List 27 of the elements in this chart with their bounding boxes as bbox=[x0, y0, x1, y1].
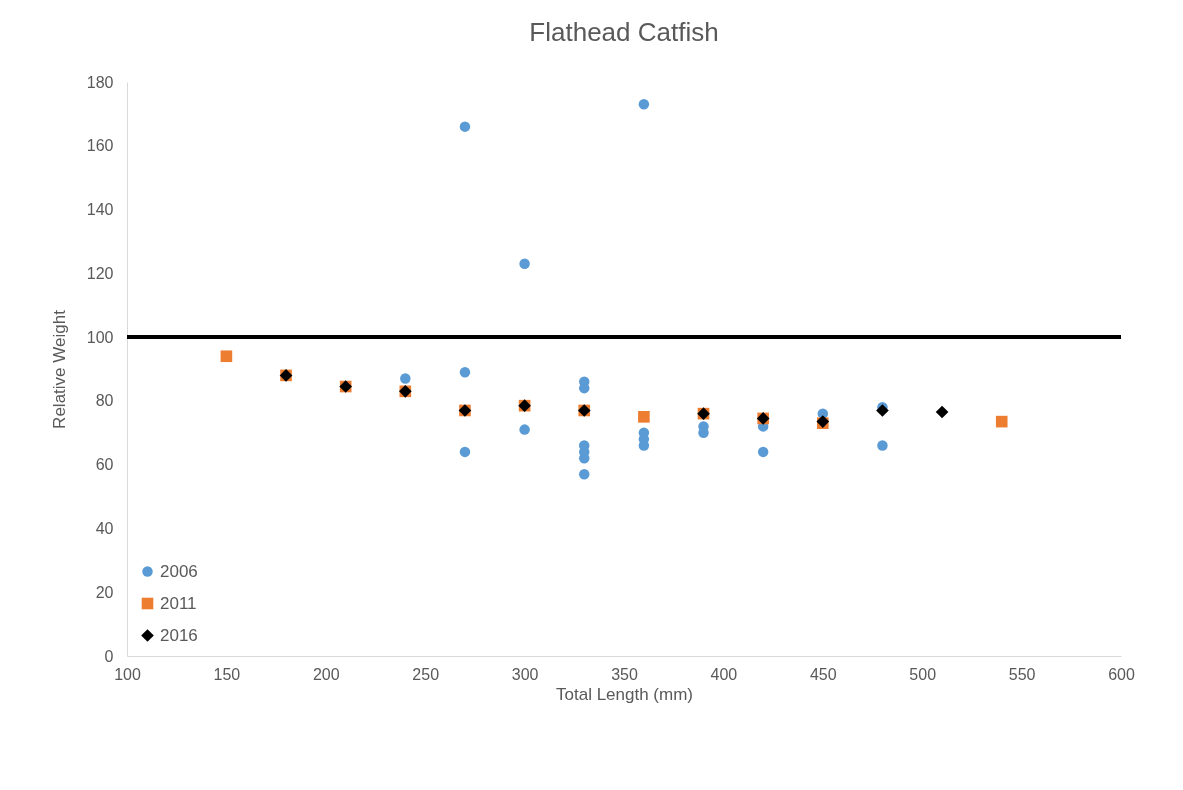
x-axis-title: Total Length (mm) bbox=[556, 684, 693, 704]
y-axis-title: Relative Weight bbox=[49, 309, 69, 429]
y-tick-label: 0 bbox=[104, 647, 114, 665]
x-tick-label: 450 bbox=[809, 665, 837, 683]
x-tick-label: 150 bbox=[213, 665, 241, 683]
x-tick-label: 300 bbox=[511, 665, 539, 683]
x-tick-label: 600 bbox=[1108, 665, 1135, 683]
y-tick-label: 80 bbox=[95, 392, 114, 410]
legend-label: 2016 bbox=[160, 625, 198, 645]
y-tick-label: 20 bbox=[95, 583, 114, 601]
x-tick-label: 550 bbox=[1008, 665, 1036, 683]
x-tick-label: 250 bbox=[412, 665, 440, 683]
x-tick-label: 400 bbox=[710, 665, 738, 683]
x-tick-label: 100 bbox=[114, 665, 141, 683]
y-tick-label: 100 bbox=[86, 328, 114, 346]
x-tick-label: 200 bbox=[312, 665, 340, 683]
y-tick-label: 120 bbox=[86, 264, 114, 282]
y-tick-label: 140 bbox=[86, 201, 114, 219]
x-tick-label: 500 bbox=[909, 665, 937, 683]
legend-label: 2006 bbox=[160, 561, 198, 581]
y-tick-label: 40 bbox=[95, 519, 114, 537]
legend-label: 2011 bbox=[160, 593, 197, 613]
chart-title: Flathead Catfish bbox=[529, 17, 719, 47]
x-tick-label: 350 bbox=[611, 665, 638, 683]
y-tick-label: 180 bbox=[86, 73, 114, 91]
y-tick-label: 60 bbox=[95, 456, 114, 474]
y-tick-label: 160 bbox=[86, 137, 114, 155]
